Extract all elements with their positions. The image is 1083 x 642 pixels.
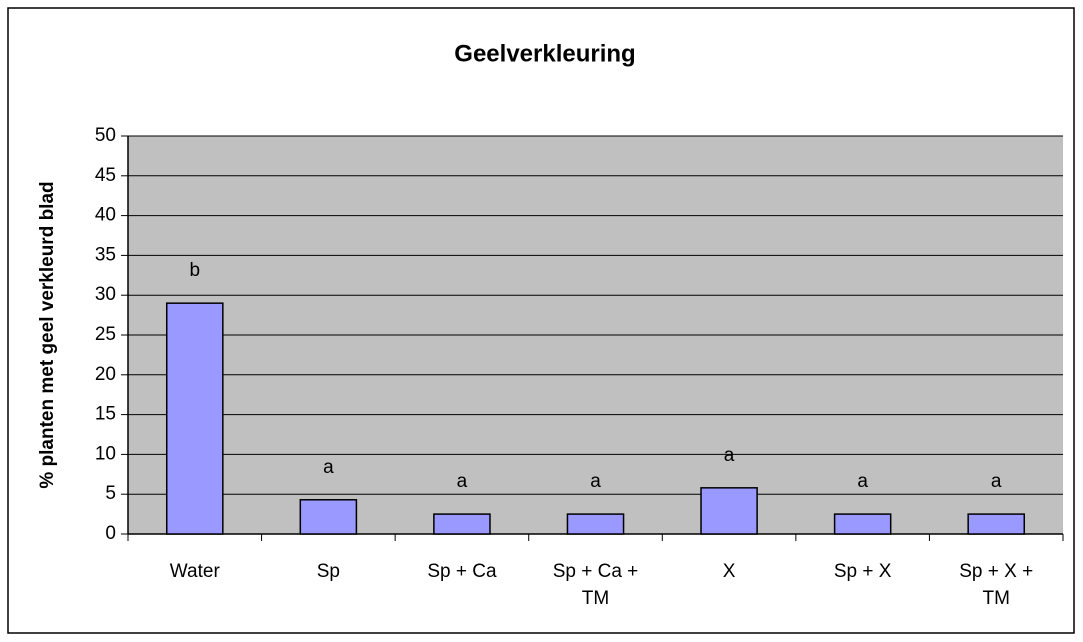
annotation: a [724,445,735,466]
bar [299,499,358,535]
x-tick-label: Sp [316,561,340,582]
y-tick-label: 50 [95,125,116,146]
y-tick-label: 0 [105,523,116,544]
y-tick-label: 15 [95,404,116,425]
y-tick-label: 40 [95,205,116,226]
y-tick-label: 30 [95,284,116,305]
bar [967,513,1026,535]
bar [433,513,491,535]
y-tick-label: 25 [95,324,116,345]
x-tick-label: Sp + Ca [427,561,497,582]
x-tick-label: Sp + X [833,561,892,582]
bar [833,513,892,535]
y-tick-label: 45 [95,165,116,186]
chart-title: Geelverkleuring [454,40,635,67]
y-tick-label: 35 [95,244,116,265]
annotation: a [323,457,334,478]
x-tick-label: Sp + Ca + TM [552,561,639,609]
annotation: a [590,471,601,492]
annotation: a [991,471,1002,492]
y-tick-label: 10 [95,443,116,464]
x-tick-label: X [722,561,736,582]
y-axis-label: % planten met geel verkleurd blad [37,181,58,488]
annotation: b [189,260,200,281]
bar [700,487,758,535]
x-tick-label: Water [169,561,220,582]
bar [566,513,625,535]
bar [165,302,224,535]
x-tick-label: Sp + X + TM [959,561,1034,609]
annotation: a [857,471,868,492]
annotation: a [457,471,468,492]
y-tick-label: 20 [95,364,116,385]
y-tick-label: 5 [105,483,116,504]
